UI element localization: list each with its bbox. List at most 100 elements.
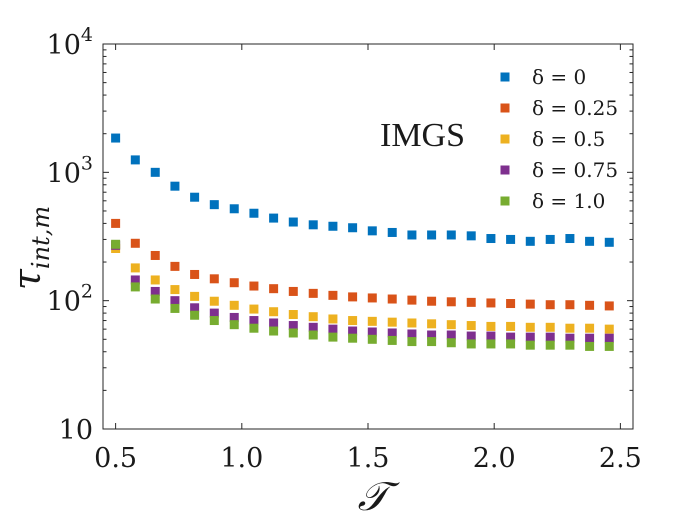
data-point	[565, 340, 575, 350]
legend-marker	[500, 196, 510, 206]
data-point	[604, 301, 614, 311]
data-point	[249, 323, 259, 333]
data-point	[348, 292, 358, 302]
data-point	[585, 333, 595, 343]
data-point	[545, 322, 555, 332]
data-point	[545, 332, 555, 342]
legend-item: δ = 0.75	[500, 158, 618, 182]
data-point	[308, 220, 318, 230]
data-point	[585, 300, 595, 310]
x-tick-label: 1.5	[347, 443, 390, 474]
data-point	[111, 133, 121, 143]
data-point	[367, 334, 377, 344]
data-point	[308, 322, 318, 332]
data-point	[407, 318, 417, 328]
data-point	[604, 324, 614, 334]
data-point	[269, 318, 279, 328]
data-point	[387, 294, 397, 304]
data-point	[130, 275, 140, 285]
data-point	[209, 200, 219, 210]
legend-item: δ = 1.0	[500, 189, 605, 213]
data-point	[506, 321, 516, 331]
data-point	[367, 327, 377, 337]
legend-marker	[500, 103, 510, 113]
data-point	[190, 303, 200, 313]
legend-label: δ = 0.5	[532, 127, 605, 151]
y-axis-label-subscript: int,m	[27, 206, 55, 269]
data-point	[190, 269, 200, 279]
data-point	[348, 316, 358, 326]
series-1	[111, 218, 614, 311]
data-point	[427, 319, 437, 329]
data-point	[565, 300, 575, 310]
data-point	[367, 293, 377, 303]
x-tick-label: 0.5	[94, 443, 137, 474]
legend-marker	[500, 134, 510, 144]
data-point	[466, 231, 476, 241]
data-point	[348, 326, 358, 336]
data-point	[130, 238, 140, 248]
data-point	[170, 285, 180, 295]
legend: δ = 0 δ = 0.25 δ = 0.5 δ = 0.75 δ = 1.0	[500, 65, 618, 213]
legend-label: δ = 0.75	[532, 158, 618, 182]
data-point	[150, 286, 160, 296]
data-point	[229, 204, 239, 214]
data-point	[150, 250, 160, 260]
data-point	[565, 234, 575, 244]
data-point	[446, 320, 456, 330]
y-tick-label-exponent: 2	[81, 281, 93, 303]
data-point	[427, 230, 437, 240]
y-tick-label: 102	[47, 281, 93, 318]
data-point	[111, 218, 121, 228]
data-point	[288, 310, 298, 320]
data-point	[348, 333, 358, 343]
data-point	[209, 274, 219, 284]
data-point	[269, 284, 279, 294]
y-tick-label: 103	[47, 152, 93, 189]
data-point	[565, 333, 575, 343]
data-point	[446, 338, 456, 348]
series-4	[111, 239, 614, 351]
data-point	[229, 320, 239, 330]
x-tick-label: 1.0	[220, 443, 263, 474]
data-point	[604, 341, 614, 351]
data-point	[328, 314, 338, 324]
y-axis-label-base: τ	[5, 268, 49, 290]
data-point	[288, 328, 298, 338]
legend-item: δ = 0	[500, 65, 586, 89]
data-point	[387, 335, 397, 345]
data-markers	[111, 133, 614, 351]
data-point	[130, 155, 140, 165]
data-point	[565, 323, 575, 333]
data-point	[269, 213, 279, 223]
data-point	[407, 329, 417, 339]
data-point	[229, 300, 239, 310]
data-point	[486, 339, 496, 349]
data-point	[190, 310, 200, 320]
data-point	[427, 296, 437, 306]
legend-item: δ = 0.25	[500, 96, 618, 120]
y-tick-label-base: 10	[47, 30, 81, 61]
data-point	[545, 340, 555, 350]
data-point	[150, 275, 160, 285]
data-point	[367, 226, 377, 236]
y-tick-label-base: 10	[59, 415, 93, 446]
data-point	[328, 324, 338, 334]
data-point	[170, 181, 180, 191]
series-2	[111, 243, 614, 334]
data-point	[328, 290, 338, 300]
legend-label: δ = 1.0	[532, 189, 605, 213]
data-point	[269, 307, 279, 317]
data-point	[229, 312, 239, 322]
data-point	[585, 236, 595, 246]
data-point	[209, 316, 219, 326]
y-axis-label: τint,m	[5, 206, 55, 290]
data-point	[288, 321, 298, 331]
data-point	[585, 323, 595, 333]
legend-label: δ = 0	[532, 65, 586, 89]
data-point	[170, 261, 180, 271]
